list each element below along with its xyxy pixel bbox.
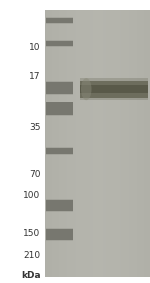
Bar: [80, 85, 148, 93]
Bar: [46, 102, 73, 116]
Bar: [46, 82, 73, 94]
Bar: [46, 41, 73, 46]
Bar: [46, 228, 73, 241]
Bar: [46, 147, 73, 155]
Bar: [46, 81, 73, 95]
Text: 10: 10: [29, 43, 40, 52]
Bar: [80, 81, 148, 98]
Bar: [46, 17, 73, 24]
Text: 70: 70: [29, 170, 40, 179]
Text: 150: 150: [23, 229, 40, 238]
Bar: [46, 229, 73, 240]
Bar: [46, 148, 73, 154]
Bar: [46, 199, 73, 212]
Text: 35: 35: [29, 123, 40, 132]
Bar: [46, 102, 73, 115]
Text: kDa: kDa: [21, 271, 40, 280]
Bar: [46, 200, 73, 211]
Bar: [80, 78, 148, 100]
FancyBboxPatch shape: [45, 11, 150, 277]
Bar: [46, 18, 73, 23]
Text: 100: 100: [23, 191, 40, 200]
Text: 210: 210: [23, 251, 40, 260]
Bar: [46, 40, 73, 47]
Ellipse shape: [81, 78, 92, 100]
Text: 17: 17: [29, 72, 40, 81]
